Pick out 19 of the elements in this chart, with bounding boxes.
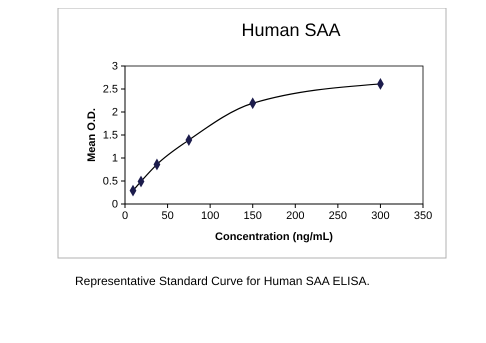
x-tick-label: 350 (414, 210, 432, 222)
x-tick-label: 300 (371, 210, 390, 222)
y-tick-label: 0.5 (102, 176, 118, 188)
x-tick-label: 150 (244, 210, 262, 222)
x-tick-label: 0 (122, 210, 128, 222)
y-tick-label: 1.5 (102, 130, 118, 142)
y-tick-label: 1 (112, 152, 118, 165)
y-axis-title: Mean O.D. (86, 108, 98, 162)
x-tick-label: 100 (200, 210, 220, 222)
y-tick-label: 3 (112, 60, 118, 73)
y-tick-label: 2.5 (102, 84, 118, 96)
chart-title: Human SAA (241, 20, 341, 40)
y-tick-label: 0 (112, 198, 118, 211)
x-tick-label: 50 (161, 210, 174, 222)
x-axis-title: Concentration (ng/mL) (215, 231, 334, 243)
text: Representative Standard Curve for Human SAA ELISA. (75, 274, 370, 288)
y-tick-label: 2 (112, 106, 118, 119)
x-tick-label: 250 (328, 210, 348, 222)
x-tick-label: 200 (286, 210, 304, 222)
